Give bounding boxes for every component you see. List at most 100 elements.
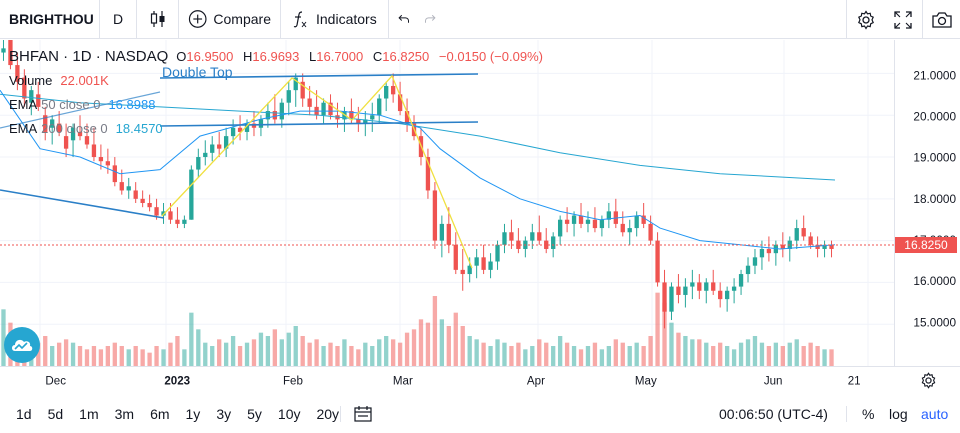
legend-interval: 1D bbox=[72, 47, 92, 65]
double-top-resistance-line[interactable] bbox=[159, 73, 479, 79]
candle-body bbox=[634, 215, 639, 229]
candle-body bbox=[1, 48, 6, 53]
redo-icon[interactable] bbox=[424, 12, 436, 26]
volume-bar bbox=[91, 346, 97, 366]
compare-label: Compare bbox=[213, 11, 271, 27]
volume-bar bbox=[300, 336, 305, 366]
double-top-label[interactable]: Double Top bbox=[162, 64, 233, 80]
candle-body bbox=[697, 282, 702, 291]
double-top-pattern[interactable] bbox=[161, 74, 473, 269]
range-button-6m[interactable]: 6m bbox=[150, 406, 170, 422]
candle-body bbox=[370, 115, 375, 120]
candle-body bbox=[98, 157, 104, 162]
candle-body bbox=[808, 236, 813, 245]
volume-bar bbox=[168, 342, 173, 366]
volume-bar bbox=[697, 339, 702, 366]
volume-bar bbox=[690, 339, 695, 366]
auto-toggle[interactable]: auto bbox=[921, 406, 949, 422]
compare-button[interactable]: Compare bbox=[179, 0, 281, 39]
interval-button[interactable]: D bbox=[100, 0, 137, 39]
indicators-button[interactable]: Indicators bbox=[281, 0, 389, 39]
range-button-1m[interactable]: 1m bbox=[79, 406, 99, 422]
trendline-upper-left[interactable] bbox=[0, 91, 161, 129]
candle-body bbox=[91, 144, 97, 158]
volume-bar bbox=[731, 349, 737, 366]
candle-body bbox=[571, 215, 577, 224]
trendline-lower-left[interactable] bbox=[0, 189, 165, 219]
candle-body bbox=[780, 244, 785, 249]
close-value: 16.8250 bbox=[382, 48, 430, 64]
candle-body bbox=[321, 102, 326, 116]
chart-type-button[interactable] bbox=[137, 0, 179, 39]
candle-body bbox=[738, 274, 744, 287]
price-axis[interactable]: 21.000020.000019.000018.000017.000016.00… bbox=[894, 40, 960, 366]
double-top-neckline[interactable] bbox=[159, 121, 479, 127]
volume-bar bbox=[56, 342, 62, 366]
candle-body bbox=[655, 240, 660, 283]
undo-icon[interactable] bbox=[398, 12, 410, 26]
volume-bar bbox=[161, 349, 166, 366]
volume-bar bbox=[599, 349, 605, 366]
volume-bar bbox=[446, 326, 451, 366]
brand-logo[interactable] bbox=[4, 327, 40, 363]
legend-ema200-row[interactable]: EMA 200 close 0 18.4570 bbox=[9, 116, 549, 140]
volume-bar bbox=[585, 346, 591, 366]
volume-bar bbox=[794, 339, 799, 366]
candle-body bbox=[29, 90, 34, 103]
candle-body bbox=[481, 257, 486, 270]
candle-body bbox=[258, 119, 264, 128]
range-button-3m[interactable]: 3m bbox=[114, 406, 135, 422]
high-label: H bbox=[243, 48, 253, 64]
volume-bar bbox=[453, 312, 458, 366]
volume-value: 22.001K bbox=[60, 72, 109, 88]
volume-bar bbox=[370, 346, 375, 366]
percent-toggle[interactable]: % bbox=[862, 406, 875, 422]
volume-bar bbox=[502, 342, 507, 366]
volume-bar bbox=[655, 292, 660, 366]
time-axis-label: Feb bbox=[283, 375, 303, 387]
legend-volume-row[interactable]: Volume 22.001K bbox=[9, 68, 549, 92]
legend-ema50-row[interactable]: EMA 50 close 0 16.8988 bbox=[9, 92, 549, 116]
chart-legend: BHFAN · 1D · NASDAQ O16.9500 H16.9693 L1… bbox=[9, 44, 549, 140]
range-button-5y[interactable]: 5y bbox=[247, 406, 262, 422]
volume-bar bbox=[738, 342, 744, 366]
candle-body bbox=[557, 219, 563, 237]
range-button-1d[interactable]: 1d bbox=[16, 406, 32, 422]
range-button-3y[interactable]: 3y bbox=[216, 406, 232, 422]
volume-bar bbox=[335, 346, 340, 366]
symbol-search-button[interactable]: BRIGHTHOU bbox=[0, 0, 100, 39]
candle-body bbox=[537, 232, 542, 241]
volume-bar bbox=[578, 349, 584, 366]
fullscreen-button[interactable] bbox=[884, 0, 922, 39]
volume-bar bbox=[606, 346, 612, 366]
volume-bar bbox=[286, 332, 291, 366]
range-button-10y[interactable]: 10y bbox=[277, 406, 301, 422]
indicators-label: Indicators bbox=[316, 11, 377, 27]
date-range-icon[interactable] bbox=[354, 406, 372, 422]
volume-bar bbox=[516, 342, 521, 366]
volume-bar bbox=[98, 349, 104, 366]
candle-body bbox=[745, 265, 751, 275]
volume-bar bbox=[495, 339, 500, 366]
range-button-20y[interactable]: 20y bbox=[316, 406, 340, 422]
candle-body bbox=[704, 282, 709, 291]
candle-body bbox=[585, 219, 591, 224]
volume-bar bbox=[634, 342, 639, 366]
candle-body bbox=[36, 94, 41, 107]
candle-body bbox=[70, 127, 76, 141]
time-axis[interactable]: Dec 2023 Feb Mar Apr May Jun 21 bbox=[0, 366, 960, 394]
settings-button[interactable] bbox=[846, 0, 884, 39]
legend-symbol[interactable]: BHFAN bbox=[9, 47, 60, 65]
volume-bar bbox=[63, 339, 69, 366]
volume-bar bbox=[759, 342, 765, 366]
volume-bar bbox=[258, 332, 264, 366]
log-toggle[interactable]: log bbox=[889, 406, 908, 422]
candle-body bbox=[662, 282, 667, 312]
timezone-clock[interactable]: 00:06:50 (UTC-4) bbox=[719, 406, 828, 422]
candle-body bbox=[578, 215, 584, 224]
screenshot-button[interactable] bbox=[922, 0, 960, 39]
range-button-1y[interactable]: 1y bbox=[185, 406, 201, 422]
candle-body bbox=[307, 98, 312, 107]
axis-settings-icon[interactable] bbox=[920, 372, 937, 389]
range-button-5d[interactable]: 5d bbox=[47, 406, 64, 422]
